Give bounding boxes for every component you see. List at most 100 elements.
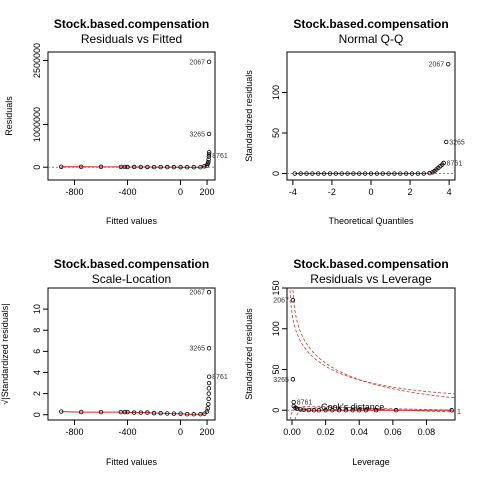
panel-4-point (323, 408, 328, 413)
panel-3-x-tick-label: 0 (178, 427, 183, 437)
panel-1-point (171, 164, 177, 170)
panel-2-point (380, 171, 385, 176)
panel-3-point (151, 410, 157, 416)
panel-2-x-tick-label: -4 (289, 187, 297, 197)
panel-2-outlier-label: 8761 (447, 160, 463, 167)
panel-4-cooks-distance-label: Cook's distance (321, 402, 384, 412)
panel-3-point (165, 411, 170, 416)
panel-4-point (336, 408, 342, 413)
panel-3-point (205, 406, 210, 411)
panel-3-x-tick-label: -400 (119, 427, 137, 437)
panel-2-point (392, 171, 397, 176)
panel-2-point (292, 171, 298, 176)
panel-3-point (202, 411, 207, 416)
panel-1-point (206, 59, 212, 65)
panel-1-point (206, 150, 212, 155)
panel-2-point (398, 171, 403, 176)
panel-3-point (198, 411, 203, 417)
panel-3-point (206, 345, 212, 351)
panel-1-point (78, 164, 84, 170)
panel-4-y-tick-label: 0 (271, 408, 281, 413)
panel-2-y-tick-label: 100 (271, 85, 281, 100)
panel-2-y-tick-label: 50 (271, 128, 281, 138)
panel-3-point (59, 409, 64, 414)
panel-3-y-axis-label: √|Standardized residuals| (0, 303, 10, 404)
panel-2-point (445, 61, 451, 67)
panel-3-outlier-label: 3265 (189, 346, 205, 353)
panel-2-x-tick-label: 4 (447, 187, 452, 197)
panel-3-point (206, 391, 211, 396)
panel-2-x-tick-label: 0 (368, 187, 373, 197)
panel-1-point (151, 164, 157, 170)
panel-3-point (206, 380, 212, 386)
panel-3-point (178, 411, 183, 416)
panel-3-point (206, 290, 212, 295)
panel-3-point (78, 409, 84, 415)
panel-2-point (427, 170, 432, 176)
panel-4-cooks-distance-contour (289, 289, 455, 395)
panel-3-point (206, 401, 211, 407)
panel-1-subtitle: Residuals vs Fitted (81, 32, 182, 46)
panel-4-x-tick-label: 0.00 (283, 427, 301, 437)
panel-2-x-tick-label: 2 (408, 187, 413, 197)
panel-2-point (351, 171, 356, 176)
panel-2-smooth-line (294, 167, 439, 174)
panel-1-x-axis-label: Fitted values (106, 216, 158, 226)
panel-3-title: Stock.based.compensation (54, 257, 209, 271)
panel-4-subtitle: Residuals vs Leverage (310, 272, 432, 286)
panel-1-x-tick-label: -800 (66, 187, 84, 197)
panel-1-point (206, 154, 212, 159)
panel-4-point (306, 407, 312, 413)
panel-2-point (362, 171, 368, 176)
panel-3-y-tick-label: 2 (32, 391, 42, 396)
panel-2-point (357, 171, 362, 176)
panel-3-y-tick-label: 10 (32, 304, 42, 314)
panel-1-y-tick-label: 2500000 (32, 43, 42, 78)
panel-4-x-tick-label: 0.06 (384, 427, 402, 437)
panel-1-point (191, 164, 196, 170)
panel-1-y-axis-label: Residuals (4, 96, 14, 136)
panel-4-x-tick-label: 0.08 (418, 427, 436, 437)
panel-3-y-tick-label: 4 (32, 370, 42, 375)
panel-1-frame (47, 51, 216, 181)
panel-4-cooks-distance-contour (294, 407, 455, 420)
panel-2-y-axis-label: Standardized residuals (244, 70, 254, 162)
panel-4-outlier-label: 3265 (273, 377, 289, 384)
panel-2-point (415, 171, 421, 176)
panel-3-y-tick-label: 6 (32, 349, 42, 354)
panel-1-point (145, 164, 150, 170)
panel-3-point (206, 386, 212, 391)
panel-4-point (363, 408, 369, 413)
panel-1-point (158, 164, 163, 170)
panel-1-x-tick-label: 200 (200, 187, 215, 197)
panel-3-point (138, 410, 143, 415)
panel-1-point (198, 164, 203, 170)
panel-3-point (158, 410, 163, 416)
panel-1-point (131, 164, 137, 170)
panel-3-x-axis-label: Fitted values (106, 457, 158, 467)
panel-3-point (191, 411, 196, 417)
panel-2-point (339, 171, 344, 176)
panel-1-y-tick-label: 1000000 (32, 107, 42, 142)
panel-2-frame (286, 51, 456, 181)
panel-2-point (368, 171, 374, 176)
panel-1-point (202, 164, 207, 169)
panel-2-point (374, 171, 380, 176)
panel-3-point (184, 411, 190, 417)
panel-4-point (290, 377, 296, 382)
panel-3-point (171, 411, 177, 416)
panel-4-point (301, 407, 306, 413)
panel-1-x-tick-label: -400 (119, 187, 137, 197)
panel-2-point (441, 160, 446, 166)
panel-1-point (98, 164, 104, 170)
panel-1-point (178, 164, 183, 170)
panel-3-y-tick-label: 8 (32, 328, 42, 333)
panel-2-point (345, 171, 350, 176)
panel-4-outlier-label: 2067 (273, 298, 289, 305)
panel-2-outlier-label: 3265 (449, 139, 465, 146)
panel-4-point (311, 408, 317, 413)
panel-3-point (125, 409, 130, 415)
panel-1-point (122, 164, 128, 170)
panel-2-point (333, 171, 339, 176)
panel-1-point (165, 164, 170, 170)
